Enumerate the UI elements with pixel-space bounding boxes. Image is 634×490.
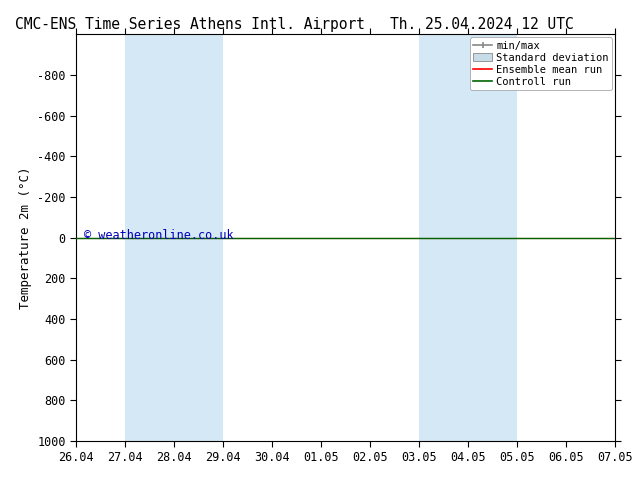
Legend: min/max, Standard deviation, Ensemble mean run, Controll run: min/max, Standard deviation, Ensemble me…: [470, 37, 612, 90]
Bar: [615, 34, 634, 441]
Text: © weatheronline.co.uk: © weatheronline.co.uk: [84, 229, 234, 242]
Y-axis label: Temperature 2m (°C): Temperature 2m (°C): [18, 167, 32, 309]
Bar: [419, 34, 517, 441]
Bar: [125, 34, 223, 441]
Text: CMC-ENS Time Series Athens Intl. Airport: CMC-ENS Time Series Athens Intl. Airport: [15, 17, 365, 32]
Text: Th. 25.04.2024 12 UTC: Th. 25.04.2024 12 UTC: [390, 17, 574, 32]
